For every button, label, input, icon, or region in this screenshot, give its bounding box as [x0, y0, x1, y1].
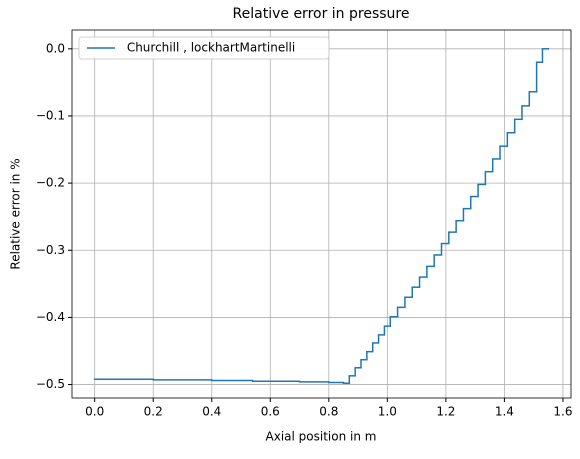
- x-tick-label: 0.8: [319, 405, 338, 419]
- x-tick-label: 0.6: [261, 405, 280, 419]
- x-tick-label: 0.0: [85, 405, 104, 419]
- x-tick-label: 1.0: [378, 405, 397, 419]
- y-tick-label: −0.1: [36, 108, 65, 122]
- chart-title: Relative error in pressure: [233, 6, 410, 22]
- x-tick-label: 0.4: [202, 405, 221, 419]
- y-tick-label: 0.0: [46, 41, 65, 55]
- y-tick-label: −0.3: [36, 243, 65, 257]
- x-tick-label: 0.2: [144, 405, 163, 419]
- legend-label: Churchill , lockhartMartinelli: [123, 41, 295, 55]
- x-tick-label: 1.4: [495, 405, 514, 419]
- y-tick-label: −0.5: [36, 377, 65, 391]
- x-axis-label: Axial position in m: [266, 430, 377, 444]
- axes-frame: [71, 29, 572, 399]
- x-tick-label: 1.6: [553, 405, 572, 419]
- y-tick-label: −0.2: [36, 176, 65, 190]
- x-tick-label: 1.2: [436, 405, 455, 419]
- y-axis-label: Relative error in %: [9, 158, 23, 269]
- legend-box: [78, 36, 330, 60]
- y-tick-label: −0.4: [36, 310, 65, 324]
